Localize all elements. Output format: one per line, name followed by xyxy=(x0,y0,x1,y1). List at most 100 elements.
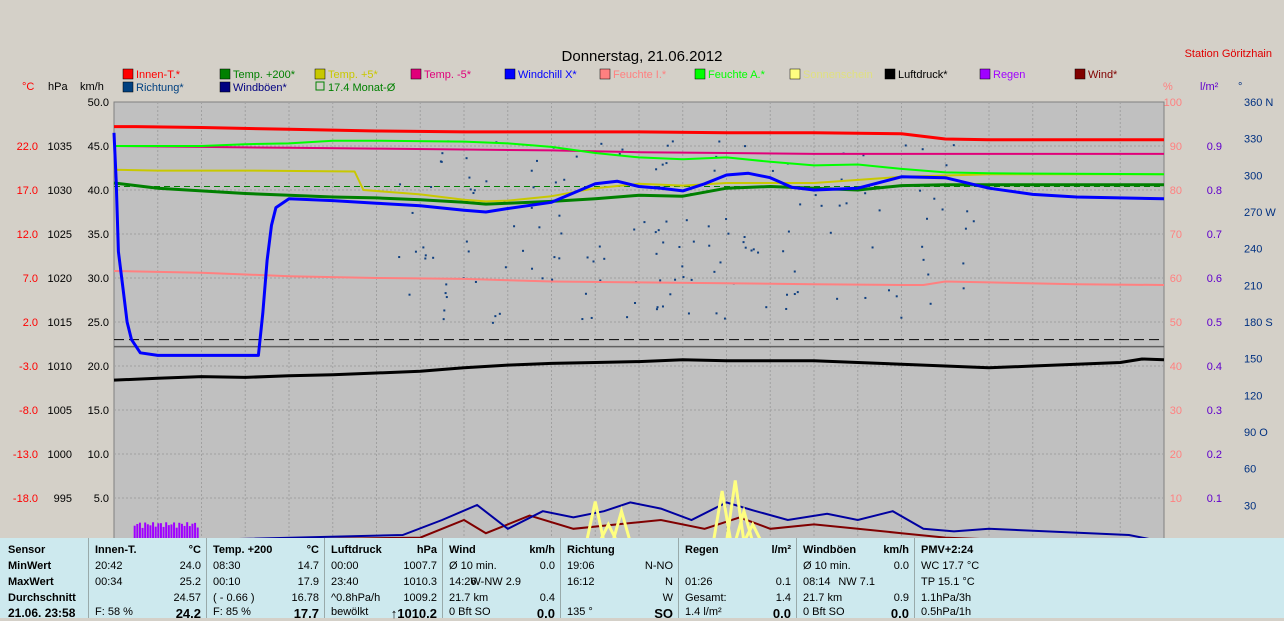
rain-bar xyxy=(194,522,197,542)
legend-swatch xyxy=(789,68,801,80)
direction-dot xyxy=(469,188,472,191)
direction-dot xyxy=(966,210,969,213)
legend-label: Sonnenschein xyxy=(803,69,873,81)
direction-dot xyxy=(692,240,695,243)
stats-cell: ↑1010.2 xyxy=(390,606,437,621)
direction-dot xyxy=(600,142,603,145)
direction-dot xyxy=(927,273,930,276)
direction-dot xyxy=(765,306,768,309)
direction-dot xyxy=(633,228,636,231)
rain-bar xyxy=(152,522,155,542)
legend-swatch xyxy=(1074,68,1086,80)
stats-cell: 0.0 xyxy=(893,560,909,572)
stats-unit: °C xyxy=(306,544,319,556)
gust-line xyxy=(113,501,1165,543)
rain-bar xyxy=(162,526,165,542)
direction-dot xyxy=(926,217,929,220)
dir-tick: 30 xyxy=(1244,500,1256,512)
legend-label: Innen-T.* xyxy=(136,69,181,81)
legend-swatch xyxy=(410,68,422,80)
hum-tick: 80 xyxy=(1170,185,1182,197)
direction-dot xyxy=(443,309,446,312)
series-line xyxy=(114,139,1165,176)
chart-title: Donnerstag, 21.06.2012 xyxy=(562,48,723,65)
direction-dot xyxy=(424,257,427,260)
rain-tick: 0.5 xyxy=(1207,317,1222,329)
stats-cell: N xyxy=(665,576,673,588)
direction-dot xyxy=(681,265,684,268)
direction-dot xyxy=(659,279,662,282)
direction-dot xyxy=(752,248,755,251)
legend-item: Windchill X* xyxy=(504,68,577,81)
rain-bar xyxy=(157,523,160,542)
legend-swatch xyxy=(122,68,134,80)
rain-bar xyxy=(188,526,191,542)
direction-dot xyxy=(592,260,595,263)
direction-dot xyxy=(945,164,948,167)
stats-col-regen: Regen l/m² 01:26 0.1 Gesamt: 1.4 1.4 l/m² 0.0 xyxy=(678,538,797,621)
stats-unit: km/h xyxy=(883,544,909,556)
direction-dot xyxy=(399,183,402,186)
legend-item: Temp. -5* xyxy=(410,68,472,81)
direction-dot xyxy=(522,249,525,252)
direction-dot xyxy=(864,296,867,299)
stats-head: Windböen xyxy=(803,544,857,556)
direction-dot xyxy=(513,225,516,228)
legend-label: 17.4 Monat-Ø xyxy=(328,82,396,94)
temp-tick: -13.0 xyxy=(13,449,38,461)
stats-cell: Gesamt: xyxy=(685,592,727,604)
legend-label: Temp. +5* xyxy=(328,69,379,81)
direction-dot xyxy=(933,197,936,200)
legend-item: Richtung* xyxy=(122,81,184,94)
stat-label-sensor: Sensor xyxy=(8,544,46,556)
direction-dot xyxy=(662,241,665,244)
wind-tick: 20.0 xyxy=(88,361,109,373)
stats-cell: 25.2 xyxy=(179,576,201,588)
direction-dot xyxy=(538,226,541,229)
stats-cell: 17.7 xyxy=(293,606,319,621)
stats-cell: 00:10 xyxy=(213,576,241,588)
stats-cell: W xyxy=(662,592,673,604)
rain-tick: 0.2 xyxy=(1207,449,1222,461)
direction-dot xyxy=(718,140,721,143)
stats-cell: 23:40 xyxy=(331,576,359,588)
rain-tick: 0.6 xyxy=(1207,273,1222,285)
direction-dot xyxy=(535,159,538,162)
hum-tick: 90 xyxy=(1170,141,1182,153)
stats-col-innen: Innen-T. °C 20:42 24.0 00:34 25.2 24.57 F: 58 %… xyxy=(88,538,207,621)
series-line xyxy=(113,168,1164,203)
rain-bar xyxy=(165,522,168,542)
wind-tick: 15.0 xyxy=(88,405,109,417)
stats-col-wind: Wind km/h Ø 10 min. 0.0 14:26 W-NW 2.9 21.7 km… xyxy=(442,538,561,621)
stats-head: Luftdruck xyxy=(331,544,382,556)
stats-cell: 1.4 l/m² xyxy=(685,606,722,618)
direction-dot xyxy=(468,176,471,179)
legend: Innen-T.* Temp. +200* Temp. +5* Temp. -5* Wi… xyxy=(122,68,1118,94)
wind-unit: km/h xyxy=(80,81,104,93)
direction-dot xyxy=(430,186,433,189)
sun-line xyxy=(742,521,763,543)
legend-swatch xyxy=(219,68,231,80)
direction-dot xyxy=(411,211,414,214)
direction-dot xyxy=(422,246,425,249)
direction-dot xyxy=(786,293,789,296)
direction-dot xyxy=(674,278,677,281)
direction-dot xyxy=(655,308,658,311)
rain-bar xyxy=(196,527,199,542)
wind-tick: 35.0 xyxy=(88,229,109,241)
direction-dot xyxy=(558,214,561,217)
stats-cell: bewölkt xyxy=(331,606,369,618)
direction-dot xyxy=(727,232,730,235)
station-name: Station Göritzhain xyxy=(1185,48,1272,60)
legend-item: Luftdruck* xyxy=(884,68,948,81)
direction-dot xyxy=(719,261,722,264)
direction-dot xyxy=(656,306,659,309)
direction-dot xyxy=(793,293,796,296)
direction-dot xyxy=(685,219,688,222)
direction-dot xyxy=(904,144,907,147)
legend-label: Luftdruck* xyxy=(898,69,948,81)
stats-cell: 135 ° xyxy=(567,606,593,618)
direction-dot xyxy=(871,246,874,249)
rain-bar xyxy=(186,522,189,542)
rain-bar xyxy=(138,522,141,542)
